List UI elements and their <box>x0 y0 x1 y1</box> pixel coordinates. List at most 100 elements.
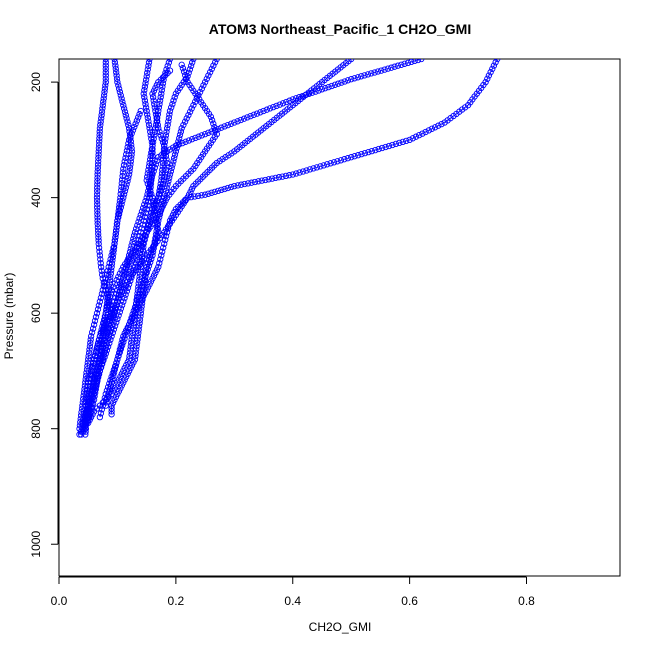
data-point <box>148 174 155 181</box>
data-point <box>94 207 101 214</box>
data-point <box>211 127 218 134</box>
data-point <box>142 100 149 108</box>
data-point <box>114 217 121 224</box>
data-point <box>112 230 119 238</box>
data-point <box>111 363 119 370</box>
data-point <box>198 192 205 199</box>
data-point <box>145 221 152 228</box>
data-point <box>102 59 109 66</box>
data-point <box>134 222 141 229</box>
data-point <box>143 194 150 201</box>
data-point <box>404 59 412 67</box>
data-point <box>213 59 220 63</box>
data-point <box>122 154 129 162</box>
data-point <box>416 131 423 139</box>
data-point <box>214 125 222 133</box>
data-point <box>92 386 99 393</box>
data-point <box>206 69 214 76</box>
data-point <box>115 210 122 218</box>
data-point <box>99 105 106 112</box>
data-point <box>139 250 146 257</box>
data-point <box>146 217 153 224</box>
data-point <box>244 180 252 187</box>
data-point <box>394 62 402 69</box>
data-point <box>102 82 109 89</box>
data-point <box>328 82 335 90</box>
data-point <box>108 411 115 418</box>
data-point <box>126 168 133 175</box>
data-point <box>399 138 406 146</box>
data-point <box>150 135 157 142</box>
data-point <box>391 63 398 70</box>
data-point <box>168 104 175 111</box>
data-point <box>282 172 290 180</box>
data-point <box>114 379 121 386</box>
data-point <box>84 359 91 366</box>
data-point <box>134 333 142 340</box>
data-point <box>374 68 382 75</box>
data-point <box>80 425 87 432</box>
data-point <box>99 336 106 343</box>
data-point <box>98 115 105 122</box>
data-point <box>150 97 157 104</box>
data-point <box>133 339 141 347</box>
data-point <box>240 115 248 122</box>
data-point <box>120 161 128 169</box>
data-point <box>155 217 162 224</box>
data-point <box>94 171 101 178</box>
data-point <box>283 98 290 106</box>
data-point <box>96 248 103 255</box>
data-point <box>155 104 163 111</box>
data-point <box>91 317 99 325</box>
data-point <box>428 125 436 132</box>
chart-title: ATOM3 Northeast_Pacific_1 CH2O_GMI <box>209 21 471 37</box>
data-point <box>164 181 171 188</box>
data-point <box>313 164 320 171</box>
data-point <box>211 59 219 66</box>
data-point <box>97 263 105 271</box>
data-point <box>185 137 193 144</box>
data-point <box>138 208 146 215</box>
data-point <box>124 143 131 151</box>
data-point <box>418 59 425 63</box>
data-point <box>156 214 163 221</box>
data-point <box>127 133 134 140</box>
data-point <box>95 237 102 244</box>
data-point <box>365 148 372 156</box>
data-point <box>79 399 86 406</box>
data-point <box>136 270 144 277</box>
data-point <box>149 139 157 146</box>
data-point <box>414 59 422 64</box>
data-point <box>83 366 91 373</box>
data-point <box>144 173 151 180</box>
data-point <box>94 164 102 172</box>
data-point <box>120 165 127 172</box>
data-point <box>129 326 137 333</box>
data-point <box>102 72 109 79</box>
data-point <box>80 416 87 423</box>
data-point <box>148 145 156 153</box>
data-point <box>160 197 167 205</box>
data-point <box>191 98 199 106</box>
data-point <box>110 247 117 254</box>
data-point <box>146 159 153 167</box>
data-point <box>87 339 94 347</box>
data-point <box>138 300 146 307</box>
data-point <box>133 293 141 300</box>
data-point <box>106 380 113 387</box>
data-point <box>338 79 345 86</box>
data-point <box>101 279 108 286</box>
data-point <box>490 62 498 69</box>
data-point <box>139 247 147 254</box>
data-point <box>145 262 153 269</box>
data-point <box>186 66 194 73</box>
data-point <box>163 163 170 170</box>
data-point <box>162 149 169 156</box>
data-point <box>78 409 85 416</box>
data-point <box>113 220 121 228</box>
data-point <box>151 128 158 135</box>
data-point <box>211 188 218 196</box>
data-point <box>158 90 165 97</box>
data-point <box>388 64 395 71</box>
data-point <box>253 110 261 117</box>
